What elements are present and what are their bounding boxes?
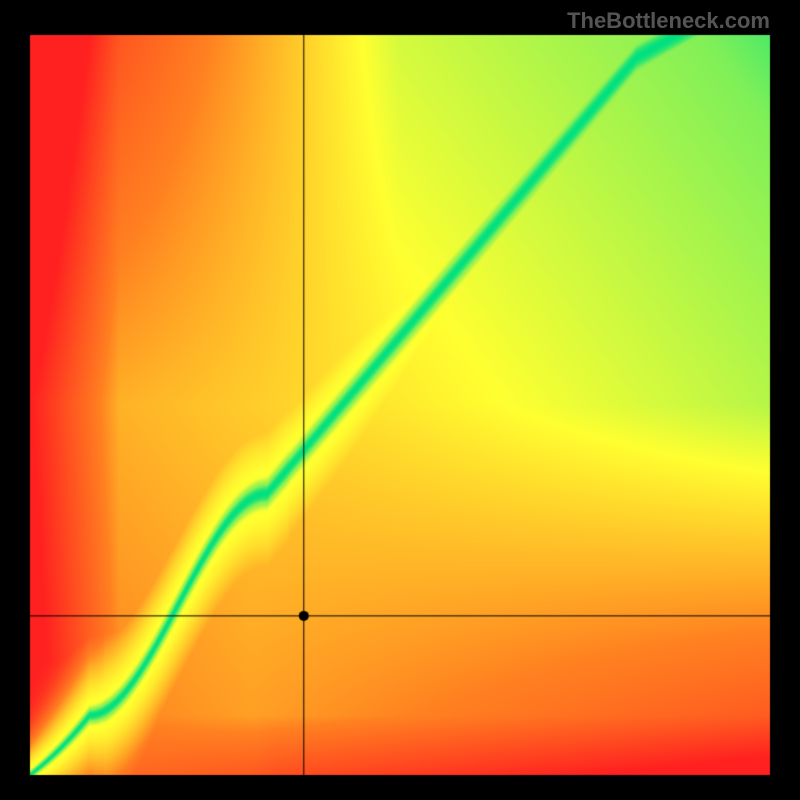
chart-container: TheBottleneck.com — [0, 0, 800, 800]
watermark-text: TheBottleneck.com — [567, 8, 770, 34]
heatmap-canvas — [0, 0, 800, 800]
